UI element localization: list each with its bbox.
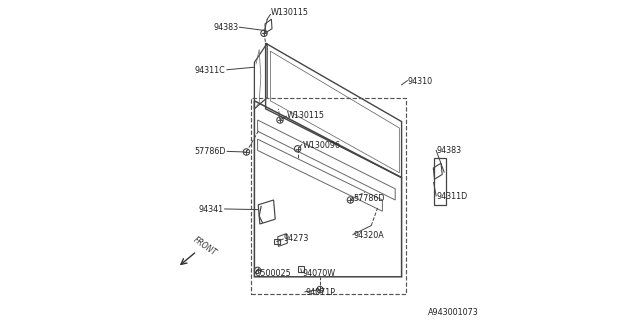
Text: 94273: 94273	[283, 234, 308, 243]
Text: 94383: 94383	[213, 23, 239, 32]
Text: 94310: 94310	[408, 77, 433, 86]
Text: W130115: W130115	[270, 8, 308, 17]
Text: Q500025: Q500025	[254, 269, 291, 278]
Bar	[251, 98, 406, 294]
Text: 94311C: 94311C	[195, 66, 226, 75]
Text: A943001073: A943001073	[428, 308, 479, 317]
Bar	[274, 239, 280, 244]
Text: W130096: W130096	[302, 141, 340, 150]
Text: 94320A: 94320A	[354, 231, 385, 240]
Text: 57786D: 57786D	[194, 148, 226, 156]
Bar	[298, 266, 303, 272]
Text: 94341: 94341	[199, 205, 224, 214]
Text: 94383: 94383	[437, 146, 462, 155]
Text: 94071P: 94071P	[306, 288, 335, 297]
Text: 94070W: 94070W	[302, 269, 335, 278]
Text: FRONT: FRONT	[192, 235, 218, 258]
Text: 57786D: 57786D	[354, 194, 385, 203]
Text: 94311D: 94311D	[437, 192, 468, 201]
Text: W130115: W130115	[287, 111, 324, 120]
